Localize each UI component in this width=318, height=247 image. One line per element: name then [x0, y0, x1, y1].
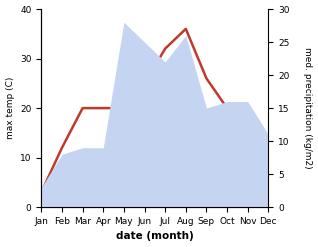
Y-axis label: med. precipitation (kg/m2): med. precipitation (kg/m2)	[303, 47, 313, 169]
Y-axis label: max temp (C): max temp (C)	[5, 77, 15, 139]
X-axis label: date (month): date (month)	[116, 231, 194, 242]
